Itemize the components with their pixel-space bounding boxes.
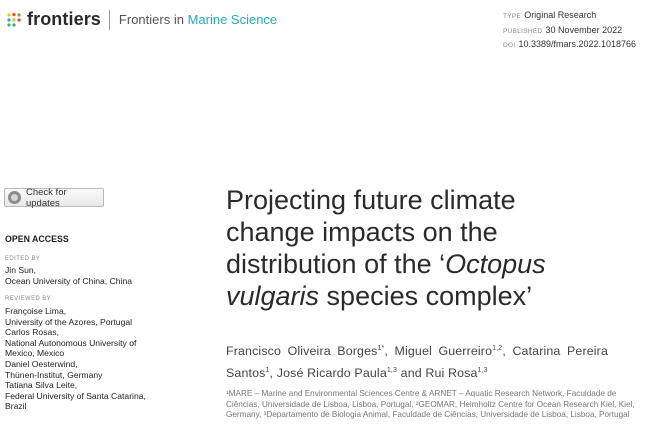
reviewed-by-label: REVIEWED BY bbox=[5, 296, 52, 303]
reviewer-line: Daniel Oesterwind, bbox=[5, 358, 78, 369]
reviewer-line: University of the Azores, Portugal bbox=[5, 316, 133, 327]
meta-doi-key: DOI bbox=[503, 42, 516, 49]
author[interactable]: José Ricardo Paula1,3 bbox=[277, 366, 397, 380]
author-name: Miguel Guerreiro bbox=[394, 344, 493, 359]
author-list: Francisco Oliveira Borges1*, Miguel Guer… bbox=[226, 339, 608, 383]
author-affil-ref: 1 bbox=[265, 367, 270, 375]
meta-doi-value[interactable]: 10.3389/fmars.2022.1018766 bbox=[518, 39, 637, 49]
crossmark-icon bbox=[8, 191, 21, 204]
editor-name: Jin Sun, bbox=[5, 265, 37, 276]
sidebar: OPEN ACCESS EDITED BY Jin Sun, Ocean Uni… bbox=[5, 234, 170, 420]
reviewer-line: Federal University of Santa Catarina, bbox=[5, 390, 146, 401]
title-line: vulgaris species complex’ bbox=[226, 280, 646, 312]
author-name: Francisco Oliveira Borges bbox=[226, 344, 378, 359]
journal-name[interactable]: Frontiers in Marine Science bbox=[119, 12, 277, 27]
article-meta: TYPE Original Research PUBLISHED 30 Novemb… bbox=[503, 9, 636, 53]
reviewer-line: Françoise Lima, bbox=[5, 305, 67, 316]
author-separator: , bbox=[502, 344, 513, 359]
reviewer-line: National Autonomous University of bbox=[5, 337, 137, 348]
author-separator: , bbox=[269, 366, 277, 381]
reviewer-line: Mexico, Mexico bbox=[5, 348, 65, 359]
title-text: species complex’ bbox=[319, 281, 533, 311]
meta-published-value: 30 November 2022 bbox=[545, 24, 623, 35]
check-for-updates-button[interactable]: Check for updates bbox=[4, 186, 104, 209]
edited-by-label: EDITED BY bbox=[5, 255, 41, 262]
meta-doi: DOI 10.3389/fmars.2022.1018766 bbox=[503, 38, 636, 53]
meta-type-value: Original Research bbox=[524, 10, 597, 20]
author-affil-ref: 1,3 bbox=[386, 367, 398, 375]
meta-type: TYPE Original Research bbox=[503, 9, 636, 24]
author[interactable]: Rui Rosa1,3 bbox=[425, 366, 487, 380]
author-separator: and bbox=[397, 366, 426, 381]
journal-header: frontiers Frontiers in Marine Science bbox=[6, 9, 277, 30]
article-title: Projecting future climate change impacts… bbox=[226, 184, 646, 312]
editor-affiliation: Ocean University of China, China bbox=[5, 275, 133, 286]
reviewer-line: Carlos Rosas, bbox=[5, 327, 59, 338]
author-name: Catarina Pereira Santos bbox=[226, 344, 608, 381]
brand-name[interactable]: frontiers bbox=[27, 9, 101, 29]
meta-published: PUBLISHED 30 November 2022 bbox=[503, 24, 636, 39]
frontiers-logo-icon bbox=[7, 12, 21, 27]
author[interactable]: Catarina Pereira Santos1 bbox=[226, 344, 608, 380]
title-italic: Octopus bbox=[445, 249, 546, 279]
reviewer-line: Tatiana Silva Leite, bbox=[5, 380, 78, 391]
header-divider bbox=[108, 9, 110, 30]
reviewed-by-block: REVIEWED BY Françoise Lima, University o… bbox=[5, 294, 170, 412]
meta-type-key: TYPE bbox=[503, 13, 522, 20]
title-line: distribution of the ‘Octopus bbox=[226, 248, 646, 280]
journal-accent: Marine Science bbox=[187, 12, 278, 27]
title-line: Projecting future climate bbox=[226, 185, 516, 215]
reviewer-line: Brazil bbox=[5, 401, 27, 412]
author-name: Rui Rosa bbox=[425, 366, 478, 381]
affiliations: ¹MARE – Marine and Environmental Science… bbox=[226, 389, 635, 420]
author-affil-ref: 1,3 bbox=[477, 367, 488, 375]
reviewer-line: Thünen-Institut, Germany bbox=[5, 369, 103, 380]
author-affil-ref: 1* bbox=[377, 345, 385, 352]
open-access-label: OPEN ACCESS bbox=[5, 234, 69, 244]
edited-by-block: EDITED BY Jin Sun, Ocean University of C… bbox=[5, 254, 170, 287]
author[interactable]: Francisco Oliveira Borges1* bbox=[226, 344, 384, 358]
check-for-updates-label: Check for updates bbox=[25, 186, 67, 209]
author[interactable]: Miguel Guerreiro1,2 bbox=[395, 344, 503, 358]
title-italic: vulgaris bbox=[226, 281, 320, 311]
author-affil-ref: 1,2 bbox=[492, 345, 503, 352]
title-text: distribution of the ‘ bbox=[226, 249, 446, 279]
meta-published-key: PUBLISHED bbox=[503, 27, 543, 35]
author-name: José Ricardo Paula bbox=[276, 366, 387, 381]
author-separator: , bbox=[384, 344, 395, 359]
journal-prefix: Frontiers in bbox=[118, 12, 188, 27]
title-line: change impacts on the bbox=[226, 217, 498, 247]
